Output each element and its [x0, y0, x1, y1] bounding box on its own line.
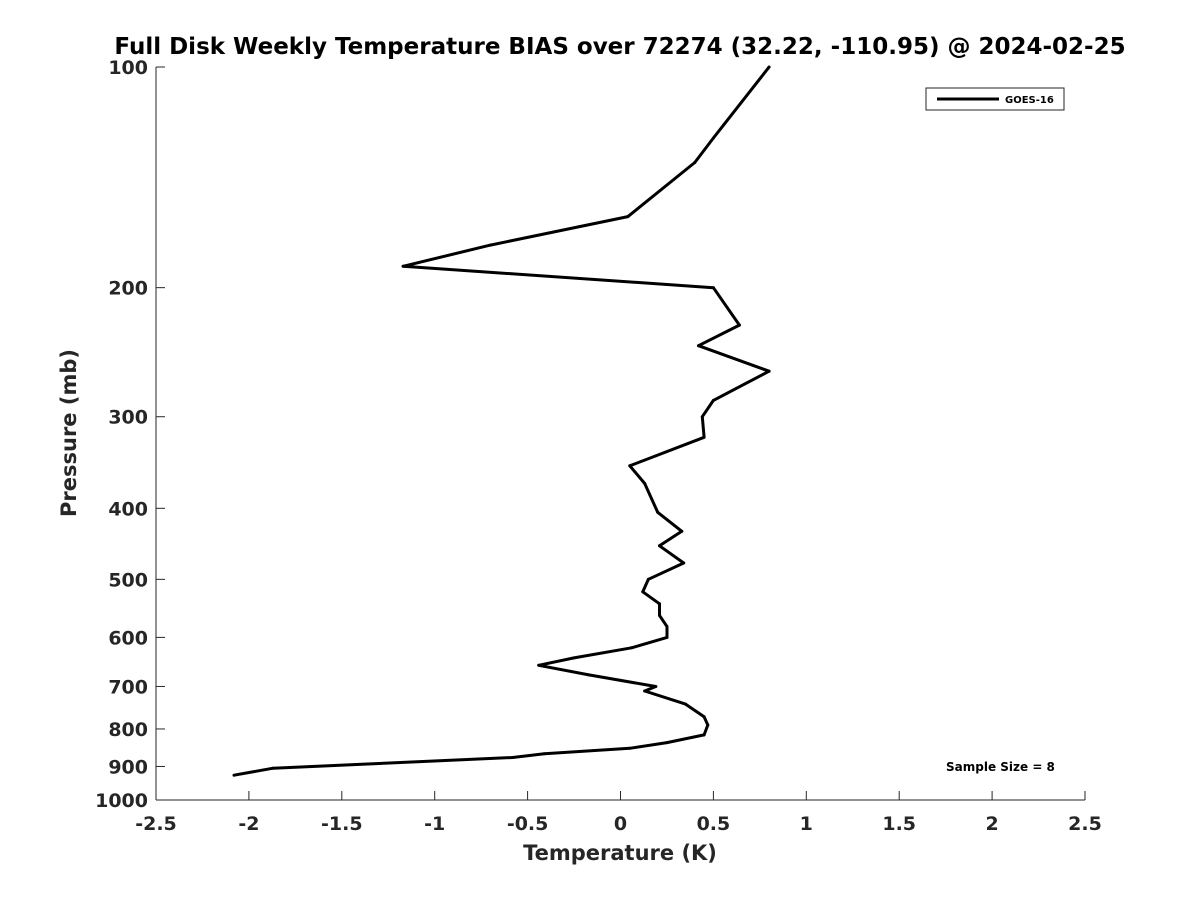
data-point	[665, 625, 669, 629]
y-tick-label: 1000	[95, 790, 148, 812]
x-tick-label: 2	[985, 813, 998, 835]
x-tick-label: 0.5	[697, 813, 731, 835]
x-tick-label: 2.5	[1068, 813, 1102, 835]
data-point	[702, 733, 706, 737]
data-point	[542, 752, 546, 756]
legend-label-goes-16: GOES-16	[1005, 95, 1054, 106]
data-point	[737, 323, 741, 327]
x-axis-ticks: -2.5 -2 -1.5 -1 -0.5 0 0.5 1 1.5 2 2.5	[135, 791, 1102, 835]
x-axis-label: Temperature (K)	[523, 841, 717, 865]
data-point	[658, 602, 661, 606]
y-tick-label: 500	[108, 569, 148, 591]
y-axis-label: Pressure (mb)	[57, 349, 81, 517]
data-point	[682, 561, 686, 565]
data-point	[646, 577, 650, 581]
data-point	[232, 773, 236, 777]
y-axis-ticks: 100 200 300 400 500 600 700 800 900 1000	[95, 57, 165, 812]
sample-size-annotation: Sample Size = 8	[946, 760, 1055, 774]
data-point	[665, 741, 669, 745]
data-point	[511, 756, 515, 759]
x-tick-label: 1.5	[882, 813, 916, 835]
data-point	[572, 656, 576, 660]
data-point	[401, 264, 405, 268]
x-tick-label: 1	[800, 813, 813, 835]
x-tick-label: -1.5	[321, 813, 363, 835]
data-point	[630, 646, 634, 650]
data-point	[767, 65, 771, 69]
data-point	[643, 482, 647, 485]
data-point	[693, 161, 697, 164]
y-tick-label: 100	[108, 57, 148, 79]
y-tick-label: 900	[108, 756, 148, 778]
data-point	[626, 215, 630, 219]
x-tick-label: 0	[614, 813, 627, 835]
data-point	[654, 685, 658, 688]
x-tick-label: -2.5	[135, 813, 177, 835]
data-point	[643, 689, 647, 693]
data-point	[706, 723, 710, 727]
x-tick-label: -0.5	[507, 813, 549, 835]
y-tick-label: 600	[108, 627, 148, 649]
y-tick-label: 800	[108, 719, 148, 741]
data-point	[767, 369, 771, 373]
data-point	[702, 435, 706, 439]
plot-area	[156, 67, 1085, 800]
data-point	[711, 286, 715, 290]
data-point	[537, 663, 541, 667]
chart-title: Full Disk Weekly Temperature BIAS over 7…	[114, 34, 1125, 60]
y-tick-label: 200	[108, 278, 148, 300]
legend: GOES-16	[925, 87, 1065, 111]
data-point	[628, 464, 632, 468]
data-point	[680, 529, 684, 533]
data-point	[711, 136, 715, 140]
y-tick-label: 400	[108, 498, 148, 520]
data-point	[702, 715, 706, 719]
data-point	[488, 243, 492, 247]
data-point	[711, 398, 715, 402]
y-tick-label: 300	[108, 407, 148, 429]
data-point	[628, 746, 632, 750]
data-point	[684, 702, 687, 706]
x-tick-label: -2	[238, 813, 259, 835]
data-point	[665, 635, 669, 639]
data-point	[658, 544, 661, 548]
data-point	[587, 673, 591, 677]
y-tick-label: 700	[108, 676, 148, 698]
data-point	[697, 344, 700, 348]
x-tick-label: -1	[424, 813, 445, 835]
data-point	[656, 510, 660, 514]
series-group	[232, 65, 771, 777]
data-point	[271, 766, 275, 770]
data-point	[700, 415, 704, 419]
data-point	[641, 590, 645, 594]
data-point	[658, 613, 661, 617]
